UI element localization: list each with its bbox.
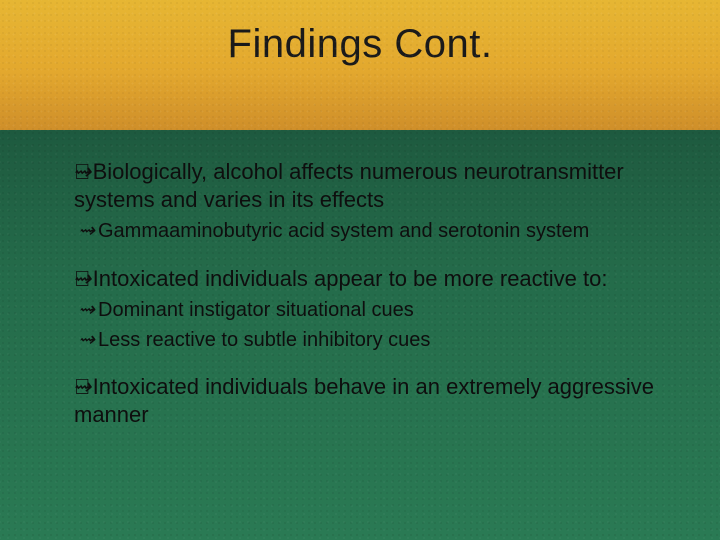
bullet-lvl2: ⇝Dominant instigator situational cues: [46, 298, 674, 324]
bullet-glyph-icon: ⇝: [73, 158, 93, 186]
bullet-glyph-icon: ⇝: [73, 373, 93, 401]
spacer: [46, 355, 674, 373]
bullet-text: Gammaaminobutyric acid system and seroto…: [98, 220, 589, 242]
bullet-text: Dominant instigator situational cues: [98, 299, 414, 321]
bullet-lvl2: ⇝Less reactive to subtle inhibitory cues: [46, 328, 674, 354]
spacer: [46, 247, 674, 265]
bullet-text: Biologically, alcohol affects numerous n…: [74, 159, 624, 212]
bullet-lvl1: ⇝Biologically, alcohol affects numerous …: [46, 158, 674, 213]
slide: Findings Cont. ⇝Biologically, alcohol af…: [0, 0, 720, 540]
bullet-glyph-icon: ⇝: [78, 328, 98, 354]
bullet-glyph-icon: ⇝: [78, 219, 98, 245]
bullet-glyph-icon: ⇝: [78, 298, 98, 324]
bullet-text: Intoxicated individuals appear to be mor…: [93, 266, 608, 291]
slide-content: ⇝Biologically, alcohol affects numerous …: [46, 158, 674, 428]
body-band: ⇝Biologically, alcohol affects numerous …: [0, 130, 720, 540]
bullet-glyph-icon: ⇝: [73, 265, 93, 293]
bullet-lvl1: ⇝Intoxicated individuals behave in an ex…: [46, 373, 674, 428]
bullet-text: Intoxicated individuals behave in an ext…: [74, 374, 654, 427]
bullet-text: Less reactive to subtle inhibitory cues: [98, 329, 430, 351]
header-band: Findings Cont.: [0, 0, 720, 130]
bullet-lvl1: ⇝Intoxicated individuals appear to be mo…: [46, 265, 674, 293]
slide-title: Findings Cont.: [0, 22, 720, 67]
bullet-lvl2: ⇝Gammaaminobutyric acid system and serot…: [46, 219, 674, 245]
